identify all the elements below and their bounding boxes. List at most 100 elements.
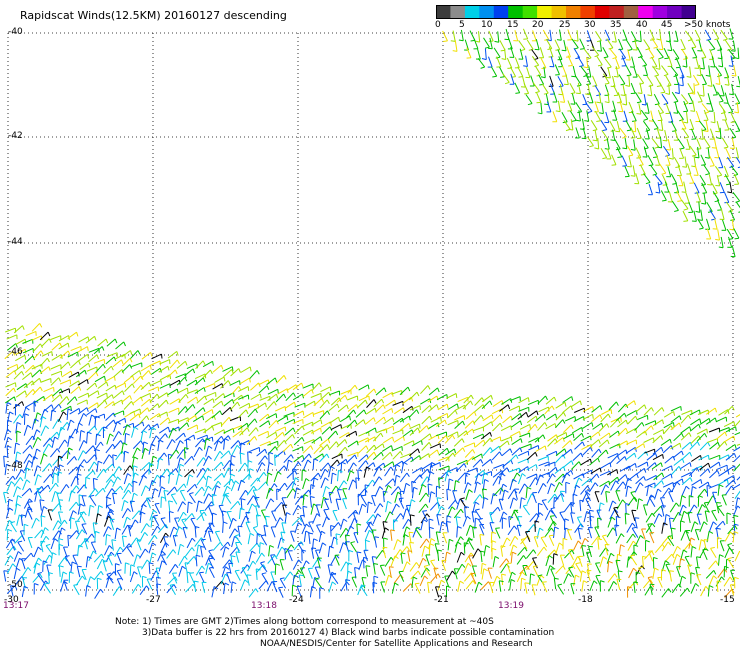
wind-barb-feather [534, 424, 538, 429]
wind-barb [663, 421, 674, 429]
wind-barb [133, 554, 138, 566]
wind-barb [464, 506, 466, 518]
wind-barb-feather [446, 448, 450, 453]
wind-barb [337, 480, 345, 491]
wind-barb-feather [6, 402, 12, 405]
wind-barb [151, 488, 156, 500]
wind-barb [646, 102, 650, 114]
wind-barb [58, 511, 62, 523]
wind-barb-feather [227, 435, 231, 440]
wind-barb-feather [116, 527, 121, 531]
wind-barb-feather [116, 421, 121, 425]
wind-barb-feather [341, 461, 346, 465]
wind-barb [158, 365, 169, 373]
wind-barb [347, 462, 354, 473]
wind-barb-feather [429, 543, 435, 546]
wind-barb-feather [27, 501, 32, 503]
wind-barb-feather [328, 564, 333, 566]
wind-barb-feather [651, 407, 654, 412]
wind-barb-feather [125, 432, 130, 436]
wind-barb [633, 581, 636, 593]
wind-barb [150, 380, 162, 386]
wind-barb [157, 392, 168, 400]
wind-barb-feather [305, 478, 310, 482]
wind-barb [375, 404, 384, 413]
wind-barb [10, 585, 14, 597]
wind-barb-feather [71, 490, 76, 494]
wind-barb [608, 581, 615, 592]
wind-barb-feather [521, 571, 526, 576]
wind-barb [570, 119, 574, 131]
wind-barb [373, 432, 382, 442]
wind-barb [302, 459, 309, 471]
wind-barb-feather [222, 510, 227, 513]
wind-barb [737, 127, 740, 132]
wind-barb [553, 578, 557, 590]
wind-barb [442, 30, 448, 42]
wind-barb [601, 409, 612, 415]
wind-barb-feather [322, 542, 327, 546]
colorbar-label-20: 20 [532, 20, 544, 30]
wind-barb [88, 414, 93, 426]
wind-barb-feather [278, 586, 283, 589]
wind-barb [193, 415, 203, 423]
wind-barb [174, 518, 180, 529]
wind-barb-feather [90, 576, 95, 580]
wind-barb [598, 91, 602, 103]
wind-barb [735, 414, 740, 418]
wind-barb-feather [620, 417, 622, 422]
wind-barb-feather [24, 413, 30, 416]
wind-barb-feather [373, 417, 376, 422]
wind-barb [519, 432, 530, 438]
wind-barb [691, 47, 698, 58]
wind-barb [105, 473, 114, 483]
wind-barb-feather [665, 513, 671, 517]
wind-barb [350, 542, 357, 553]
wind-barb-feather [58, 377, 62, 382]
wind-barb [204, 415, 215, 423]
wind-barb [427, 471, 431, 483]
wind-barb [526, 493, 533, 505]
wind-barb [52, 388, 62, 397]
wind-barb-feather [733, 514, 739, 517]
wind-barb-feather [426, 468, 430, 474]
wind-barb [133, 384, 142, 394]
wind-barb [691, 454, 701, 462]
wind-barb [614, 139, 621, 150]
wind-barb [637, 461, 648, 468]
wind-barb [320, 462, 329, 472]
wind-barb-feather [458, 39, 464, 42]
wind-barb-feather [153, 514, 158, 517]
wind-barb-feather [510, 459, 514, 465]
wind-barb [706, 218, 711, 230]
wind-barb-feather [247, 451, 253, 454]
wind-barb-feather [22, 364, 25, 370]
wind-barb [477, 57, 486, 68]
wind-barb-feather [662, 199, 667, 202]
wind-barb-feather [36, 429, 41, 433]
wind-barb [77, 503, 81, 515]
wind-barb-feather [106, 381, 109, 387]
wind-barb-feather [479, 494, 483, 499]
wind-barb-feather [288, 459, 293, 463]
wind-barb [123, 473, 128, 485]
wind-barb [445, 452, 454, 462]
wind-barb-feather [224, 438, 229, 441]
wind-barb-feather [705, 510, 710, 513]
wind-barb [668, 55, 673, 67]
wind-barb [732, 40, 736, 52]
wind-barb-feather [735, 426, 737, 432]
wind-barb-feather [513, 509, 519, 512]
wind-barb [571, 38, 579, 49]
wind-barb [731, 137, 735, 149]
wind-barb [562, 460, 572, 468]
wind-barb [574, 407, 585, 413]
wind-barb [442, 532, 448, 544]
wind-barb-feather [613, 506, 619, 509]
wind-barb [532, 82, 540, 92]
wind-barb-feather [179, 463, 185, 467]
wind-barb-feather [178, 426, 180, 432]
wind-barb [158, 486, 162, 498]
wind-barb [581, 580, 584, 592]
wind-barb [576, 517, 583, 528]
